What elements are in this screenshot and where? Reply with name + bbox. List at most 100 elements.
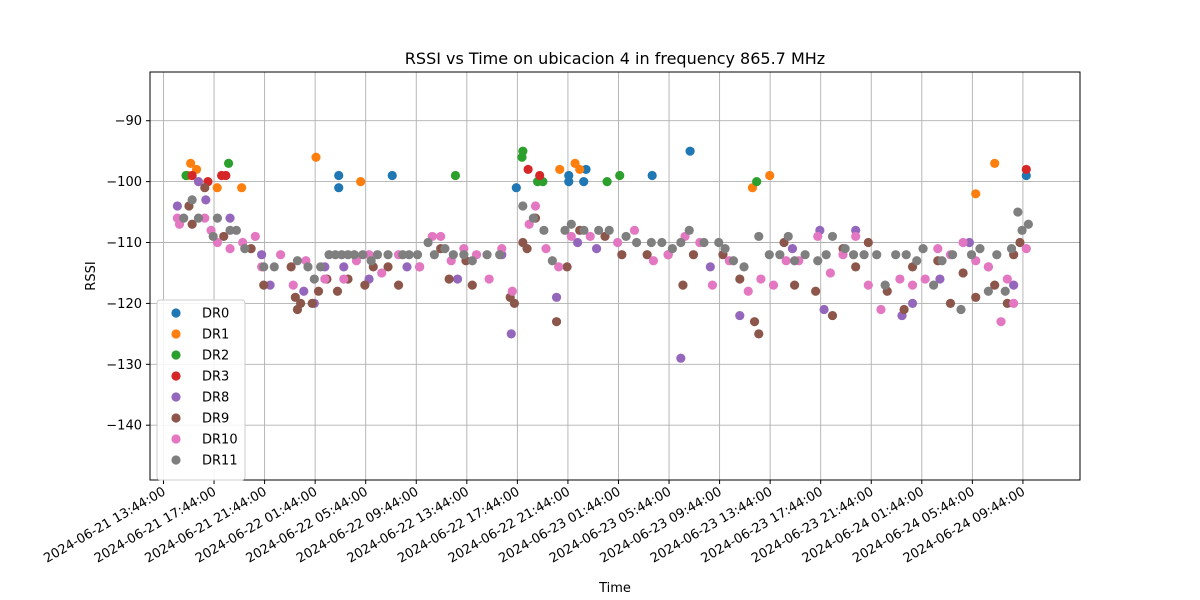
data-point-dr0 [685, 146, 695, 156]
legend-marker-dr0 [171, 308, 181, 318]
data-point-dr9 [971, 292, 981, 302]
data-point-dr8 [452, 274, 463, 284]
legend-label-dr10: DR10 [202, 433, 238, 448]
data-point-dr11 [901, 250, 911, 260]
data-point-dr11 [240, 243, 250, 254]
data-point-dr9 [467, 280, 477, 290]
data-point-dr9 [307, 298, 317, 309]
data-point-dr8 [819, 304, 829, 315]
data-point-dr11 [482, 250, 492, 260]
data-point-dr11 [714, 237, 724, 248]
data-point-dr2 [223, 158, 234, 168]
data-point-dr11 [225, 225, 235, 235]
data-point-dr10 [554, 262, 564, 272]
data-point-dr9 [313, 286, 324, 296]
data-point-dr11 [621, 231, 631, 242]
legend-label-dr0: DR0 [202, 307, 229, 322]
data-point-dr9 [749, 317, 760, 327]
data-point-dr11 [754, 231, 764, 242]
data-point-dr11 [840, 243, 850, 254]
data-point-dr10 [566, 231, 576, 242]
legend-marker-dr1 [171, 329, 181, 339]
data-point-dr11 [187, 195, 197, 205]
data-point-dr10 [436, 231, 446, 242]
data-point-dr9 [945, 298, 956, 309]
data-point-dr11 [956, 304, 966, 315]
data-point-dr11 [1006, 243, 1017, 254]
data-point-dr8 [225, 213, 235, 223]
data-point-dr8 [193, 177, 204, 187]
series-dr1 [183, 152, 1000, 199]
data-point-dr1 [555, 164, 565, 175]
data-point-dr11 [594, 225, 604, 235]
data-point-dr10 [541, 243, 551, 254]
data-point-dr11 [728, 256, 739, 266]
data-point-dr11 [547, 256, 557, 266]
legend-label-dr8: DR8 [202, 391, 229, 406]
data-point-dr9 [296, 298, 306, 309]
data-point-dr10 [200, 213, 210, 223]
data-point-dr0 [334, 170, 344, 181]
data-point-dr10 [484, 274, 494, 284]
data-point-dr11 [231, 225, 241, 235]
data-point-dr9 [332, 286, 343, 296]
data-point-dr11 [1023, 219, 1033, 229]
data-point-dr0 [564, 177, 574, 187]
data-point-dr10 [863, 280, 873, 290]
legend-marker-dr2 [171, 350, 181, 360]
y-tick-label: −140 [106, 419, 142, 434]
data-point-dr11 [631, 237, 642, 248]
data-point-dr11 [739, 262, 749, 272]
data-point-dr11 [412, 250, 423, 260]
y-axis-ticks: −90 −100 −110 −120 −130 −140 [106, 114, 150, 434]
data-point-dr10 [895, 274, 905, 284]
y-tick-label: −130 [106, 358, 142, 373]
data-point-dr11 [566, 219, 576, 229]
data-point-dr11 [179, 213, 189, 223]
data-point-dr11 [259, 262, 269, 272]
data-point-dr8 [907, 298, 918, 309]
data-point-dr11 [539, 225, 549, 235]
legend-marker-dr8 [171, 392, 181, 402]
data-point-dr2 [517, 152, 527, 162]
data-point-dr3 [221, 170, 231, 181]
data-point-dr1 [186, 158, 196, 168]
data-point-dr3 [187, 170, 197, 181]
legend-marker-dr9 [171, 413, 181, 423]
data-point-dr9 [811, 286, 821, 296]
data-point-dr8 [1009, 280, 1019, 290]
data-point-dr11 [324, 250, 334, 260]
data-point-dr11 [789, 256, 800, 266]
data-point-dr10 [768, 280, 779, 290]
data-point-dr11 [872, 250, 882, 260]
data-point-dr11 [880, 280, 890, 290]
data-point-dr1 [356, 177, 366, 187]
data-point-dr10 [585, 231, 595, 242]
data-point-dr10 [339, 274, 349, 284]
data-point-dr1 [575, 164, 585, 175]
data-point-dr1 [765, 170, 775, 181]
data-point-dr9 [290, 292, 300, 302]
data-point-dr11 [947, 250, 958, 260]
data-point-dr8 [964, 237, 975, 248]
y-tick-label: −110 [106, 236, 142, 251]
data-point-dr10 [288, 280, 298, 290]
data-point-dr9 [509, 298, 520, 309]
data-point-dr10 [377, 268, 387, 278]
data-point-dr11 [528, 213, 538, 223]
data-point-dr9 [899, 304, 909, 315]
data-point-dr10 [225, 243, 235, 254]
data-point-dr10 [707, 280, 718, 290]
data-point-dr11 [657, 237, 667, 248]
data-point-dr0 [579, 177, 589, 187]
y-axis-label: RSSI [84, 261, 99, 290]
data-point-dr10 [983, 262, 993, 272]
data-point-dr8 [172, 201, 182, 211]
data-point-dr11 [212, 213, 223, 223]
data-point-dr9 [754, 329, 764, 339]
data-point-dr11 [720, 243, 730, 254]
data-point-dr11 [358, 250, 368, 260]
data-point-dr11 [316, 262, 326, 272]
